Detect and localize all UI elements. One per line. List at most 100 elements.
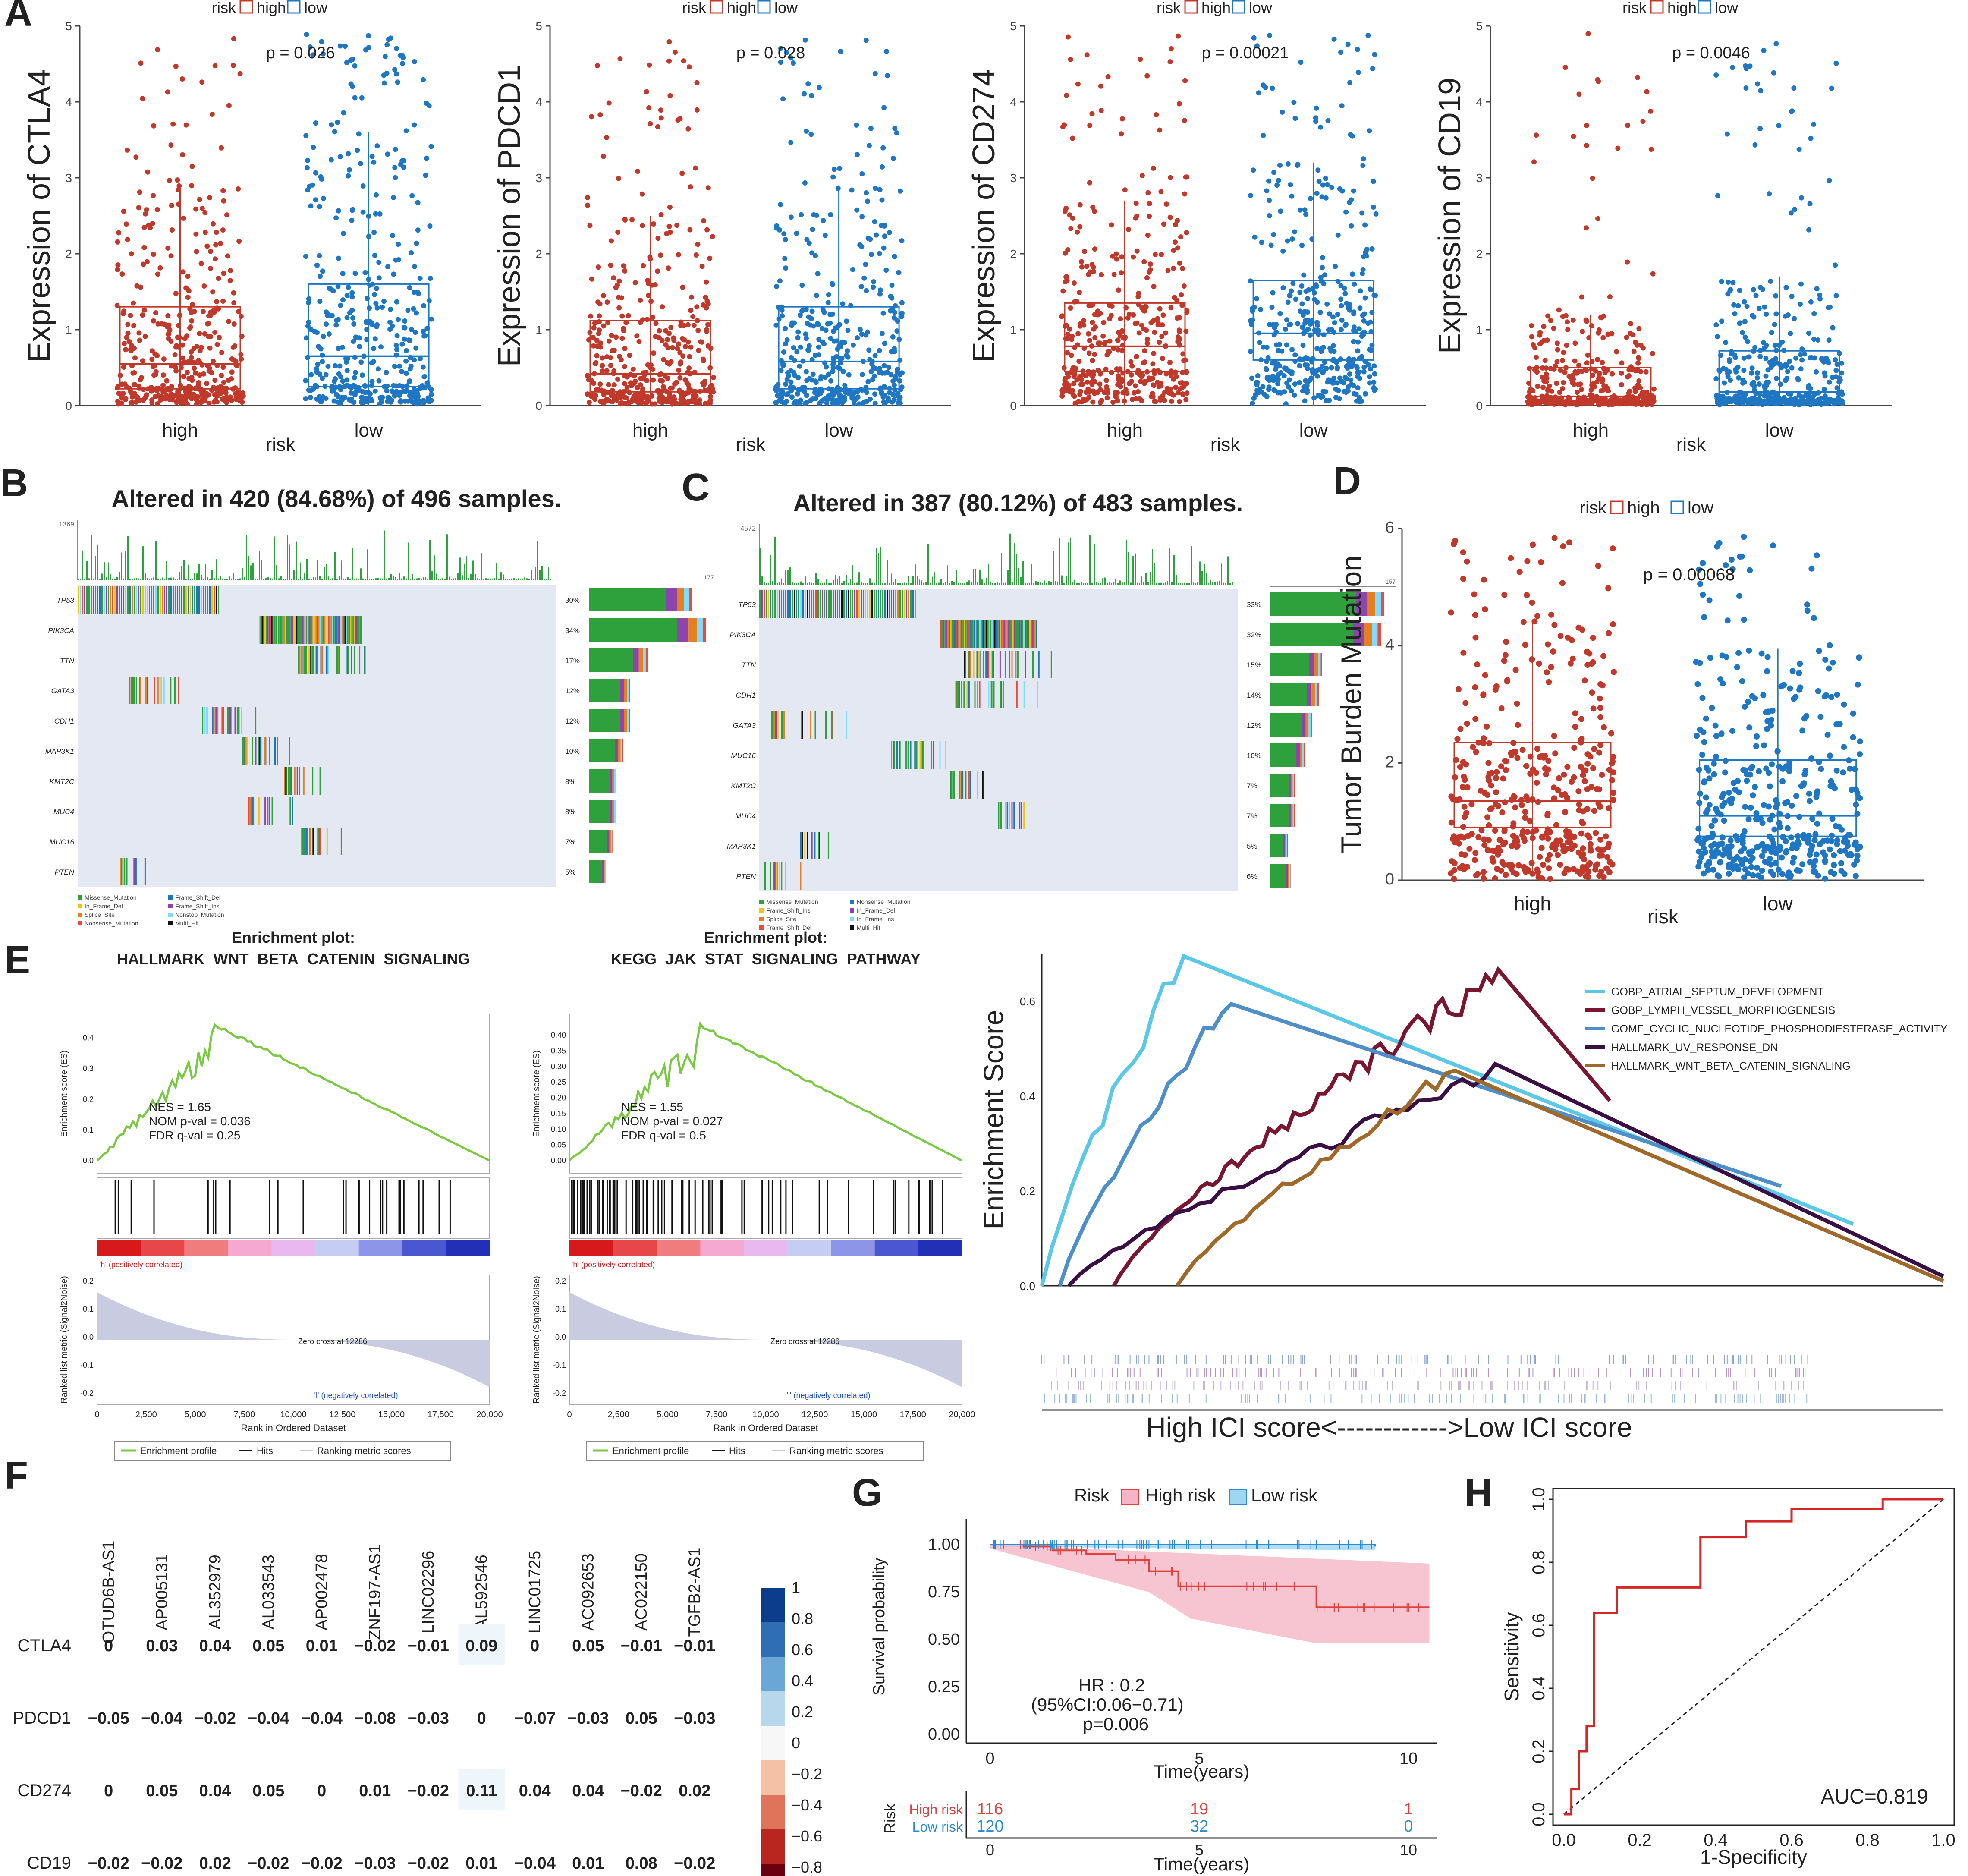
data-point — [416, 291, 421, 296]
mutation-cell — [312, 616, 314, 644]
data-point — [1578, 830, 1584, 837]
mutation-cell — [202, 707, 204, 734]
mutation-cell — [274, 737, 276, 765]
data-point — [1168, 175, 1173, 180]
data-point — [407, 338, 413, 343]
data-point — [644, 89, 649, 94]
mutation-cell — [264, 737, 266, 765]
data-point — [1533, 827, 1539, 834]
data-point — [424, 101, 429, 106]
data-point — [208, 249, 214, 254]
top-bar — [181, 565, 182, 580]
top-bar — [1204, 564, 1205, 585]
data-point — [1095, 308, 1100, 314]
data-point — [880, 145, 886, 151]
data-point — [667, 93, 673, 98]
data-point — [398, 399, 403, 405]
data-point — [1324, 365, 1329, 371]
top-bar — [289, 544, 290, 580]
data-point — [1135, 370, 1140, 375]
gene-pct: 12% — [565, 717, 580, 725]
data-point — [1571, 134, 1576, 139]
data-point — [1636, 355, 1641, 360]
data-point — [1338, 327, 1344, 332]
data-point — [419, 399, 424, 405]
data-point — [1248, 278, 1253, 284]
data-point — [1308, 375, 1314, 381]
data-point — [1806, 227, 1812, 233]
data-point — [705, 322, 710, 327]
data-point — [1107, 338, 1113, 344]
side-bar-segment — [1307, 683, 1312, 706]
data-point — [204, 243, 210, 249]
data-point — [1086, 272, 1091, 277]
data-point — [1560, 543, 1566, 550]
data-point — [1285, 299, 1291, 305]
data-point — [1589, 689, 1595, 696]
top-bar — [805, 576, 806, 585]
data-point — [1555, 340, 1560, 346]
data-point — [1595, 357, 1600, 362]
data-point — [207, 365, 212, 371]
data-point — [666, 331, 672, 336]
data-point — [159, 393, 164, 399]
data-point — [1361, 365, 1367, 370]
data-point — [1268, 242, 1274, 248]
data-point — [1626, 367, 1632, 373]
data-point — [1522, 642, 1528, 648]
data-point — [821, 218, 826, 223]
data-point — [879, 197, 885, 203]
data-point — [1640, 119, 1646, 124]
top-bar — [1219, 581, 1220, 585]
data-point — [1313, 119, 1319, 124]
mutation-cell — [961, 620, 962, 648]
data-point — [1184, 230, 1189, 236]
data-point — [676, 252, 681, 258]
top-bar — [548, 567, 549, 580]
data-point — [1300, 388, 1305, 394]
data-point — [154, 353, 160, 359]
data-point — [1270, 290, 1276, 296]
data-point — [658, 212, 664, 217]
data-point — [640, 191, 645, 197]
data-point — [352, 392, 358, 397]
data-point — [1338, 296, 1344, 302]
mutation-cell — [1005, 802, 1006, 829]
top-bar — [464, 563, 465, 580]
data-point — [1776, 123, 1782, 129]
x-tick-label: high — [1107, 420, 1143, 441]
mutation-cell — [773, 862, 775, 890]
side-bar-segment — [1314, 653, 1318, 676]
data-point — [1180, 391, 1185, 397]
top-bar — [244, 577, 245, 580]
mutation-cell — [991, 620, 993, 648]
data-point — [1302, 398, 1308, 404]
data-point — [1147, 261, 1153, 267]
data-point — [1540, 384, 1546, 390]
data-point — [1177, 329, 1182, 334]
mutation-cell — [815, 590, 817, 618]
y-tick-label: 4 — [65, 95, 72, 109]
data-point — [629, 217, 635, 223]
data-point — [856, 401, 862, 407]
gene-name: MUC16 — [731, 752, 756, 760]
data-point — [351, 321, 357, 327]
data-point — [307, 183, 312, 189]
data-point — [1063, 336, 1069, 342]
data-point — [1160, 322, 1165, 328]
data-point — [1089, 262, 1095, 268]
mutation-cell — [332, 616, 333, 644]
mutation-cell — [322, 616, 324, 644]
data-point — [154, 207, 160, 212]
top-bar — [915, 564, 916, 585]
mutation-cell — [282, 616, 284, 644]
data-point — [1297, 290, 1303, 295]
data-point — [1173, 222, 1178, 227]
top-bar — [1098, 582, 1099, 585]
data-point — [1092, 312, 1097, 318]
data-point — [1584, 143, 1590, 148]
data-point — [1534, 780, 1540, 786]
mutation-cell — [940, 620, 942, 648]
side-bar-segment — [1308, 713, 1311, 737]
data-point — [616, 305, 622, 311]
